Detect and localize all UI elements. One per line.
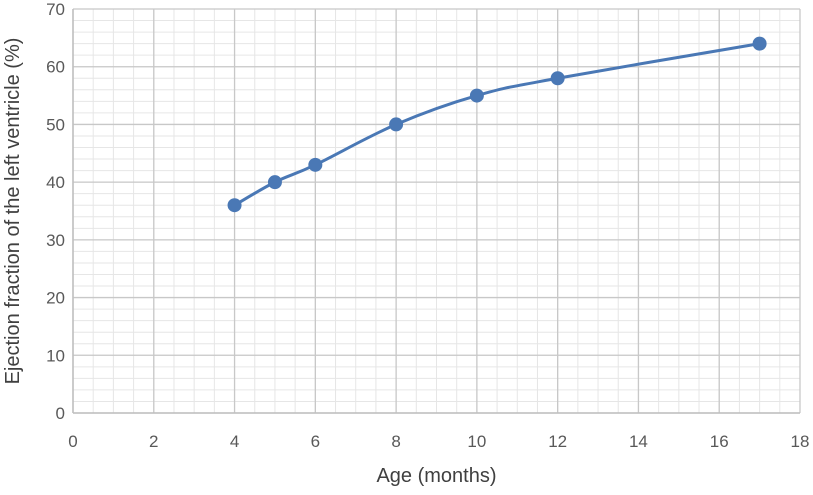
minor-gridlines (72, 8, 801, 414)
x-axis-tick-labels: 0 2 4 6 8 10 12 14 16 18 (68, 432, 809, 451)
x-tick-label: 2 (149, 432, 158, 451)
x-tick-label: 4 (230, 432, 239, 451)
x-axis-title: Age (months) (376, 465, 496, 487)
data-point (752, 36, 767, 51)
data-point (267, 175, 282, 190)
y-axis-title: Ejection fraction of the left ventricle … (2, 38, 24, 385)
data-point (469, 88, 484, 103)
x-tick-label: 8 (391, 432, 400, 451)
data-point (227, 198, 242, 213)
data-point (389, 117, 404, 132)
y-tick-label: 70 (46, 0, 65, 19)
y-axis-tick-labels: 0 10 20 30 40 50 60 70 (46, 0, 65, 423)
y-tick-label: 30 (46, 231, 65, 250)
y-tick-label: 0 (56, 404, 65, 423)
y-tick-label: 10 (46, 346, 65, 365)
y-tick-label: 40 (46, 173, 65, 192)
x-tick-label: 10 (467, 432, 486, 451)
series-group (227, 36, 767, 213)
y-tick-label: 20 (46, 289, 65, 308)
x-tick-label: 6 (311, 432, 320, 451)
data-point (308, 157, 323, 172)
y-tick-label: 60 (46, 58, 65, 77)
x-tick-label: 14 (629, 432, 648, 451)
x-tick-label: 12 (548, 432, 567, 451)
axes (72, 9, 800, 414)
data-point (550, 71, 565, 86)
x-tick-label: 16 (710, 432, 729, 451)
x-tick-label: 18 (791, 432, 810, 451)
x-tick-label: 0 (68, 432, 77, 451)
y-tick-label: 50 (46, 115, 65, 134)
